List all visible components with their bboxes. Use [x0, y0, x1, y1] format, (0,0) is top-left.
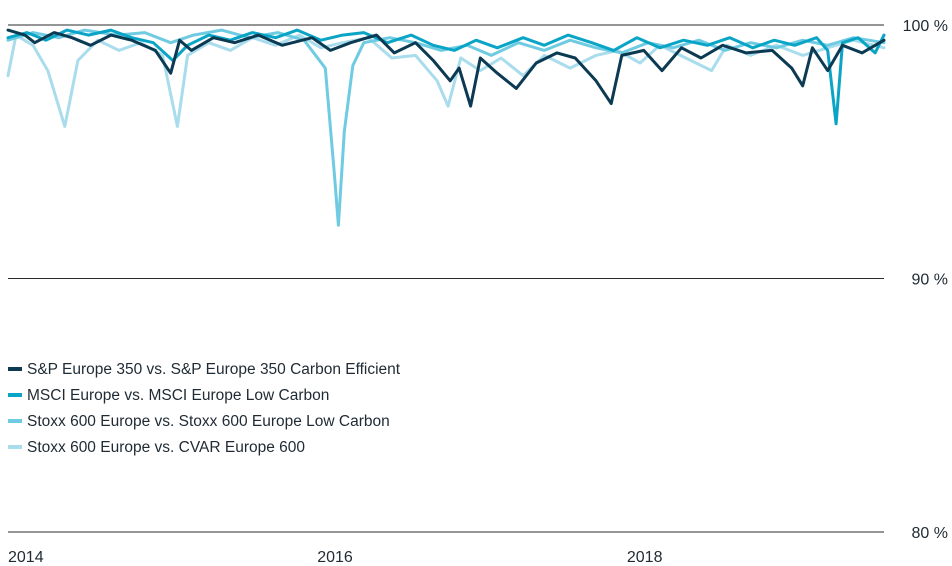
legend-label: Stoxx 600 Europe vs. Stoxx 600 Europe Lo… [27, 413, 390, 430]
legend-label: MSCI Europe vs. MSCI Europe Low Carbon [27, 387, 329, 404]
series-line-4 [6, 33, 886, 128]
series-line-1 [6, 28, 886, 108]
legend-swatch [8, 419, 22, 423]
y-tick-label: 80 % [912, 525, 948, 542]
y-tick-label: 100 % [903, 18, 948, 35]
legend-swatch [8, 393, 22, 397]
x-tick-label: 2018 [627, 549, 663, 566]
legend: S&P Europe 350 vs. S&P Europe 350 Carbon… [8, 361, 401, 456]
x-tick-label: 2016 [317, 549, 353, 566]
legend-label: Stoxx 600 Europe vs. CVAR Europe 600 [27, 439, 305, 456]
y-tick-label: 90 % [912, 272, 948, 289]
series-line-3 [6, 28, 886, 227]
legend-swatch [8, 367, 22, 371]
x-axis-ticks: 2014 2016 2018 [8, 549, 663, 566]
series-lines [6, 28, 886, 227]
series-line-2 [6, 28, 886, 126]
y-axis-ticks: 100 % 90 % 80 % [903, 18, 948, 542]
x-tick-label: 2014 [8, 549, 44, 566]
legend-swatch [8, 445, 22, 449]
legend-label: S&P Europe 350 vs. S&P Europe 350 Carbon… [27, 361, 401, 378]
gridlines [8, 24, 884, 533]
